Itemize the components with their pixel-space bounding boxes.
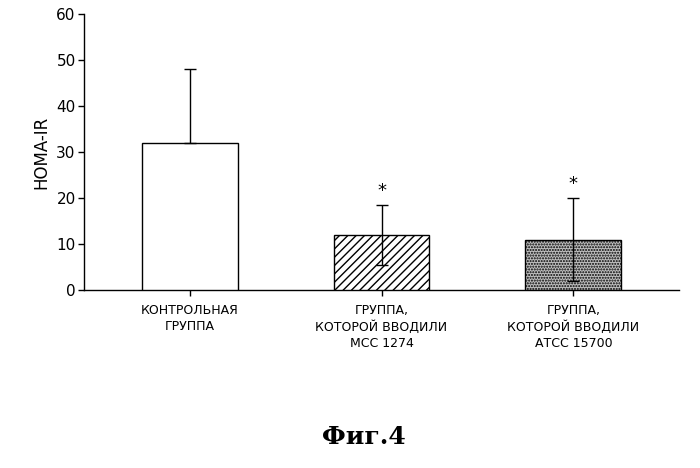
Bar	[526, 240, 622, 290]
Y-axis label: HOMA-IR: HOMA-IR	[33, 116, 50, 189]
Text: *: *	[377, 182, 386, 199]
Bar	[141, 143, 237, 290]
Text: Фиг.4: Фиг.4	[322, 425, 406, 449]
Bar	[333, 235, 430, 290]
Text: *: *	[569, 175, 578, 193]
